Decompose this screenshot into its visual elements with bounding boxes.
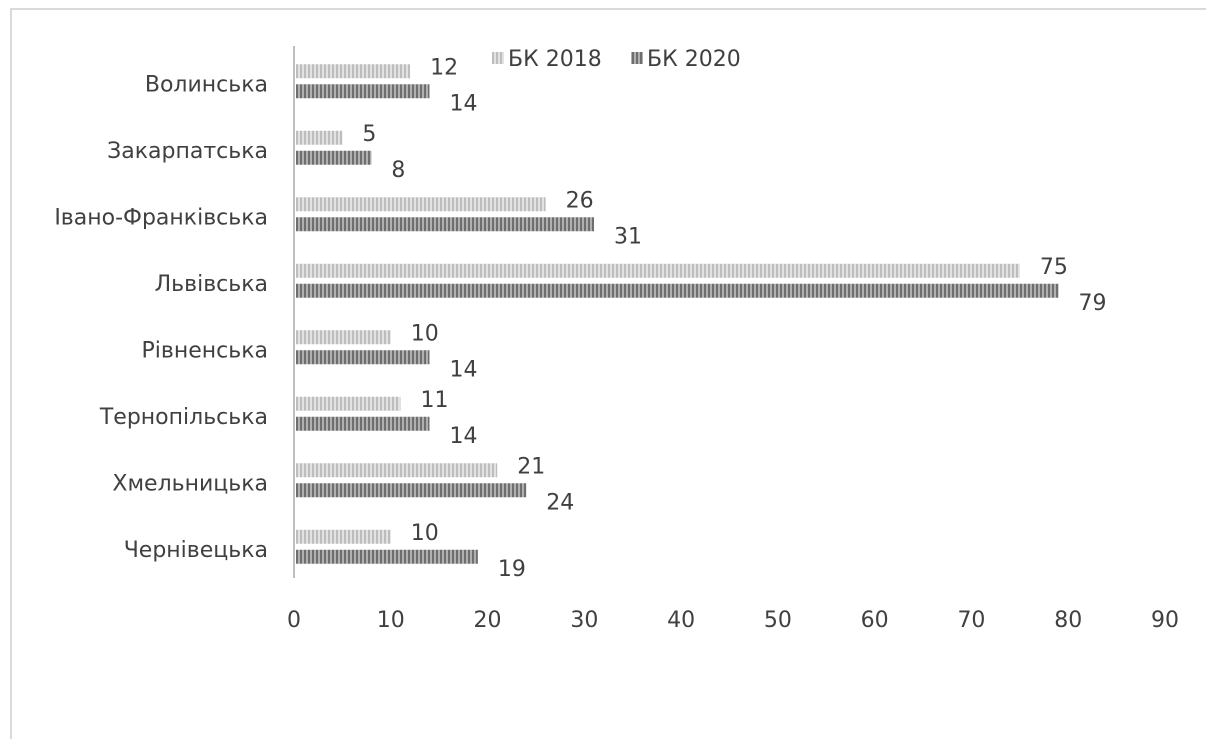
legend-swatch xyxy=(492,52,504,64)
bar xyxy=(296,283,1059,298)
bar xyxy=(296,529,391,544)
data-label: 75 xyxy=(1040,255,1068,280)
data-label: 11 xyxy=(420,388,448,413)
data-label: 19 xyxy=(498,557,526,582)
bar xyxy=(296,64,411,79)
data-label: 14 xyxy=(449,424,477,449)
data-label: 12 xyxy=(430,55,458,80)
category-label: Закарпатська xyxy=(107,139,268,164)
data-label: 21 xyxy=(517,454,545,479)
data-label: 14 xyxy=(449,357,477,382)
x-tick-label: 40 xyxy=(667,608,695,633)
bar xyxy=(296,416,430,431)
chart-frame xyxy=(10,8,1206,739)
data-label: 10 xyxy=(411,321,439,346)
category-label: Хмельницька xyxy=(112,471,268,496)
x-tick-label: 20 xyxy=(474,608,502,633)
category-label: Рівненська xyxy=(142,338,268,363)
x-tick-label: 0 xyxy=(287,608,301,633)
data-label: 5 xyxy=(362,122,376,147)
x-tick-label: 90 xyxy=(1151,608,1179,633)
data-label: 14 xyxy=(449,91,477,116)
legend-item: БК 2018 xyxy=(492,47,602,72)
legend-swatch xyxy=(631,52,643,64)
data-label: 79 xyxy=(1079,291,1107,316)
category-label: Тернопільська xyxy=(99,405,268,430)
category-label: Івано-Франківська xyxy=(54,205,268,230)
category-label: Львівська xyxy=(155,272,268,297)
data-label: 26 xyxy=(566,188,594,213)
bar xyxy=(296,217,595,232)
bar xyxy=(296,330,391,345)
x-tick-label: 10 xyxy=(377,608,405,633)
bar xyxy=(296,483,527,498)
x-tick-label: 50 xyxy=(764,608,792,633)
data-label: 8 xyxy=(391,158,405,183)
legend-label: БК 2018 xyxy=(508,47,602,72)
data-label: 10 xyxy=(411,521,439,546)
x-tick-label: 70 xyxy=(957,608,985,633)
bar xyxy=(296,549,478,564)
bar xyxy=(296,350,430,365)
category-label: Волинська xyxy=(145,72,268,97)
bar xyxy=(296,197,546,212)
bar xyxy=(296,150,372,165)
x-tick-label: 30 xyxy=(570,608,598,633)
legend-item: БК 2020 xyxy=(631,47,741,72)
bar xyxy=(296,396,401,411)
bar xyxy=(296,263,1020,278)
x-tick-label: 80 xyxy=(1054,608,1082,633)
x-tick-label: 60 xyxy=(861,608,889,633)
bar xyxy=(296,84,430,99)
data-label: 24 xyxy=(546,490,574,515)
legend-label: БК 2020 xyxy=(647,47,741,72)
bar xyxy=(296,463,498,478)
bar xyxy=(296,130,343,145)
category-label: Чернівецька xyxy=(124,538,268,563)
data-label: 31 xyxy=(614,224,642,249)
